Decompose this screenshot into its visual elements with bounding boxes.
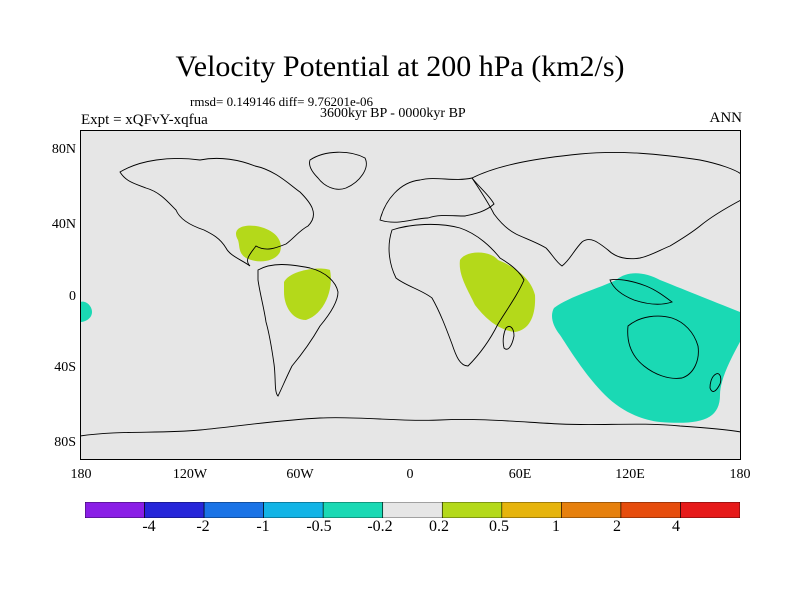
lon-label-120e: 120E [615, 467, 645, 482]
coast-europe [379, 177, 495, 223]
colorbar-box [561, 502, 622, 518]
colorbar-label-neg4: -4 [142, 518, 156, 535]
lat-label-40n: 40N [51, 217, 76, 232]
colorbar-box [85, 502, 145, 518]
colorbar-label-2: 2 [613, 518, 621, 535]
coast-africa [388, 223, 525, 367]
colorbar-box [680, 502, 740, 518]
coastlines [80, 151, 741, 437]
coast-north-america [119, 157, 314, 267]
colorbar-label-neg02: -0.2 [367, 518, 393, 535]
coast-asia [471, 151, 741, 267]
rmsd-diff-stats: rmsd= 0.149146 diff= 9.76201e-06 [190, 94, 374, 109]
coast-greenland [309, 151, 367, 190]
positive-anomaly-amazon [284, 268, 331, 320]
colorbar-box [620, 502, 681, 518]
colorbar-box [203, 502, 264, 518]
coast-south-america [257, 264, 339, 397]
coast-australia [627, 315, 699, 379]
time-period-subtitle: 3600kyr BP - 0000kyr BP [320, 106, 466, 121]
negative-anomaly-east-pacific-edge [80, 301, 92, 322]
lon-label-120w: 120W [172, 467, 208, 482]
lat-label-80n: 80N [51, 142, 76, 157]
negative-anomaly-indo-pacific [552, 273, 741, 423]
colorbar-box [263, 502, 324, 518]
lat-label-40s: 40S [54, 360, 76, 375]
lon-label-180w: 180 [70, 467, 92, 482]
experiment-label: Expt = xQFvY-xqfua [81, 112, 208, 128]
coast-new-zealand [709, 373, 722, 392]
season-label: ANN [709, 110, 743, 126]
colorbar-box [501, 502, 562, 518]
map-title: Velocity Potential at 200 hPa (km2/s) [175, 50, 625, 83]
colorbar-label-05: 0.5 [489, 518, 509, 535]
lon-label-180e: 180 [729, 467, 751, 482]
colorbar-label-4: 4 [672, 518, 680, 535]
colorbar-box [144, 502, 205, 518]
colorbar-box [322, 502, 384, 518]
colorbar-label-02: 0.2 [429, 518, 449, 535]
positive-anomaly-east-africa [459, 252, 536, 332]
positive-anomaly-caribbean [236, 225, 281, 262]
lon-label-60e: 60E [508, 467, 532, 482]
lon-label-0: 0 [406, 467, 414, 482]
map-frame [80, 130, 741, 460]
lon-label-60w: 60W [286, 467, 314, 482]
colorbar [85, 502, 740, 518]
coast-antarctica [80, 417, 741, 437]
colorbar-label-neg05: -0.5 [306, 518, 332, 535]
coast-madagascar [502, 325, 515, 350]
colorbar-label-neg2: -2 [196, 518, 210, 535]
colorbar-label-neg1: -1 [256, 518, 270, 535]
anomaly-fills [80, 225, 741, 423]
world-map [80, 130, 741, 460]
colorbar-label-1: 1 [552, 518, 560, 535]
lat-label-80s: 80S [54, 435, 76, 450]
colorbar-box [441, 502, 503, 518]
lat-label-0: 0 [69, 289, 76, 304]
colorbar-box [382, 502, 443, 518]
coast-maritime-continent [609, 279, 673, 305]
